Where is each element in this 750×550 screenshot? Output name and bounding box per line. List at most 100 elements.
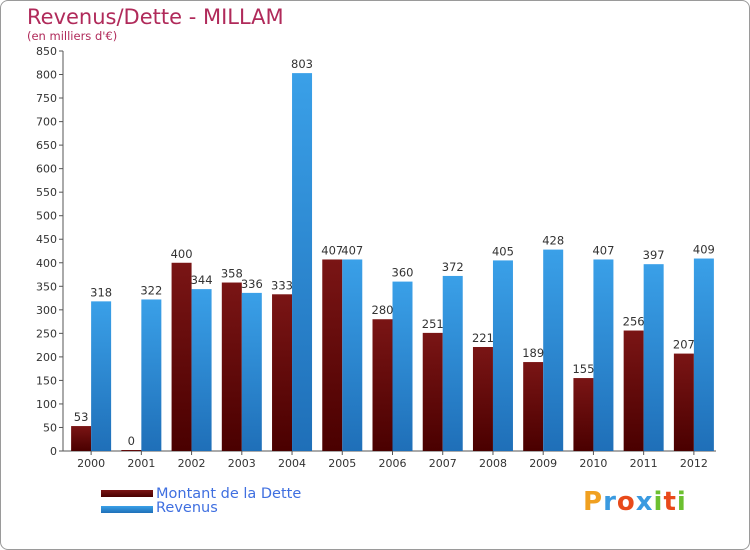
- data-label-revenue: 428: [542, 234, 564, 248]
- y-tick-label: 750: [36, 92, 57, 105]
- logo-letter: t: [663, 487, 677, 517]
- bar-revenue: [442, 275, 463, 451]
- x-tick-label: 2011: [630, 457, 658, 470]
- bar-revenue: [693, 258, 714, 451]
- bar-revenue: [392, 281, 413, 451]
- y-tick-label: 100: [36, 398, 57, 411]
- data-label-debt: 221: [472, 331, 494, 345]
- bar-revenue: [492, 260, 513, 451]
- y-tick-label: 450: [36, 233, 57, 246]
- data-label-debt: 189: [522, 346, 544, 360]
- x-tick-label: 2001: [127, 457, 155, 470]
- chart-subtitle: (en milliers d'€): [27, 29, 118, 43]
- data-label-revenue: 318: [90, 285, 112, 299]
- y-tick-label: 800: [36, 69, 57, 82]
- bar-debt: [372, 319, 393, 451]
- data-label-debt: 280: [372, 303, 394, 317]
- data-label-debt: 333: [271, 278, 293, 292]
- y-tick-label: 600: [36, 163, 57, 176]
- y-tick-label: 300: [36, 304, 57, 317]
- data-label-revenue: 397: [643, 248, 665, 262]
- y-axis: 0 50 100 150 200 250 300 350 400 450 500 550 600 650 7…: [36, 45, 64, 458]
- y-tick-label: 550: [36, 186, 57, 199]
- y-tick-label: 200: [36, 351, 57, 364]
- x-tick-label: 2005: [328, 457, 356, 470]
- logo-letter: o: [616, 487, 636, 517]
- data-label-debt: 0: [128, 434, 135, 448]
- data-label-revenue: 405: [492, 244, 514, 258]
- logo-letter: i: [653, 487, 664, 517]
- data-label-debt: 207: [673, 338, 695, 352]
- data-label-revenue: 344: [191, 273, 213, 287]
- y-tick-label: 250: [36, 327, 57, 340]
- legend-label-debt: Montant de la Dette: [156, 486, 302, 502]
- bar-debt: [673, 353, 694, 451]
- x-tick-label: 2010: [579, 457, 607, 470]
- bar-revenue: [643, 264, 664, 451]
- x-tick-label: 2008: [479, 457, 507, 470]
- bar-debt: [523, 362, 544, 451]
- data-label-debt: 400: [171, 247, 193, 261]
- data-label-debt: 155: [572, 362, 594, 376]
- logo-letter: r: [603, 487, 617, 517]
- x-tick-label: 2006: [379, 457, 407, 470]
- legend-swatch-revenue: [101, 506, 153, 513]
- data-label-revenue: 803: [291, 57, 313, 71]
- data-label-revenue: 336: [241, 277, 263, 291]
- bar-revenue: [241, 292, 262, 451]
- bar-debt: [71, 426, 92, 451]
- data-label-debt: 251: [422, 317, 444, 331]
- y-tick-label: 500: [36, 210, 57, 223]
- bar-revenue: [91, 301, 112, 451]
- y-tick-label: 350: [36, 280, 57, 293]
- bar-debt: [272, 294, 293, 451]
- bar-revenue: [191, 289, 212, 451]
- x-tick-label: 2002: [178, 457, 206, 470]
- bar-group: [71, 73, 714, 451]
- x-tick-label: 2000: [77, 457, 105, 470]
- data-label-debt: 358: [221, 267, 243, 281]
- logo-letter: i: [676, 487, 687, 517]
- y-tick-label: 700: [36, 116, 57, 129]
- bar-revenue: [342, 259, 363, 451]
- bar-revenue: [292, 73, 313, 451]
- y-tick-label: 850: [36, 45, 57, 58]
- data-label-revenue: 407: [341, 243, 363, 257]
- bar-revenue: [141, 299, 162, 451]
- legend-label-revenue: Revenus: [156, 500, 218, 516]
- data-label-revenue: 322: [140, 283, 162, 297]
- bar-revenue: [593, 259, 614, 451]
- data-label-debt: 53: [74, 410, 89, 424]
- y-tick-label: 400: [36, 257, 57, 270]
- logo-letter: P: [583, 487, 604, 517]
- bar-debt: [221, 282, 242, 451]
- x-tick-label: 2003: [228, 457, 256, 470]
- bar-debt: [322, 259, 343, 451]
- bar-debt: [472, 347, 493, 451]
- y-tick-label: 50: [43, 421, 57, 434]
- logo-letter: x: [635, 487, 654, 517]
- legend-swatch-debt: [101, 490, 153, 497]
- y-tick-label: 650: [36, 139, 57, 152]
- bar-debt: [623, 330, 644, 451]
- bar-debt: [121, 450, 142, 451]
- data-label-revenue: 407: [592, 243, 614, 257]
- chart-title: Revenus/Dette - MILLAM: [27, 5, 284, 29]
- x-tick-label: 2009: [529, 457, 557, 470]
- bar-debt: [573, 378, 594, 451]
- x-tick-label: 2004: [278, 457, 306, 470]
- y-tick-label: 0: [50, 445, 57, 458]
- bar-debt: [422, 332, 443, 451]
- x-axis: 2000 2001 2002 2003 2004 2005 2006 2007 2008 2009…: [63, 450, 716, 470]
- data-label-revenue: 372: [442, 260, 464, 274]
- data-label-revenue: 409: [693, 243, 715, 257]
- x-tick-label: 2007: [429, 457, 457, 470]
- y-tick-label: 150: [36, 374, 57, 387]
- data-label-debt: 256: [623, 315, 645, 329]
- bar-debt: [171, 262, 192, 451]
- proxiti-logo: Proxiti: [583, 487, 687, 517]
- x-tick-label: 2012: [680, 457, 708, 470]
